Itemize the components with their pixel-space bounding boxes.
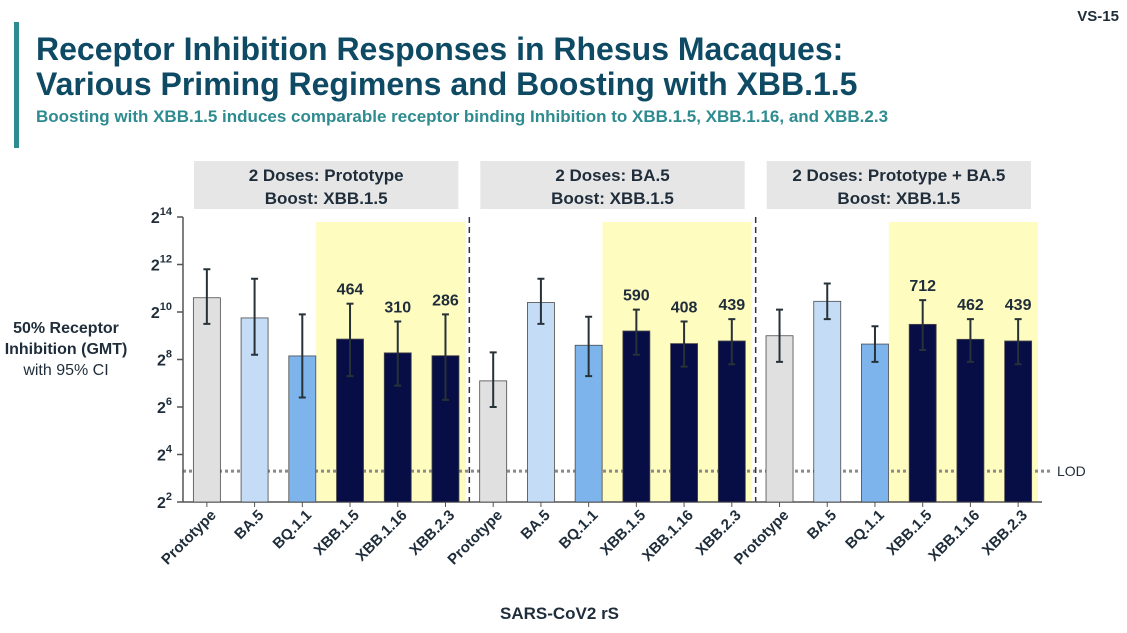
value-label: 590 (623, 288, 650, 305)
group-header-line1: 2 Doses: Prototype + BA.5 (792, 166, 1005, 185)
x-tick-label: BQ.1.1 (842, 507, 888, 553)
group-header-line1: 2 Doses: Prototype (249, 166, 404, 185)
x-tick-label: BA.5 (231, 507, 267, 543)
x-tick-label: BA.5 (518, 507, 554, 543)
value-label: 439 (1005, 297, 1032, 314)
y-tick-label: 210 (151, 301, 172, 322)
subtitle: Boosting with XBB.1.5 induces comparable… (36, 107, 889, 126)
value-label: 408 (671, 300, 698, 317)
title-line-1: Receptor Inhibition Responses in Rhesus … (36, 31, 844, 67)
bar (622, 330, 651, 503)
group-header-line2: Boost: XBB.1.5 (551, 189, 674, 208)
x-tick-label: XBB.2.3 (979, 507, 1031, 559)
x-tick-label: XBB.1.16 (925, 507, 983, 565)
x-tick-label: BA.5 (804, 507, 840, 543)
x-tick-label: BQ.1.1 (556, 507, 602, 553)
bar (908, 323, 937, 503)
value-label: 286 (432, 292, 459, 309)
bar (861, 343, 889, 503)
y-tick-label: 214 (151, 206, 173, 227)
bar (956, 338, 985, 503)
bar (765, 335, 794, 503)
x-tick-label: XBB.1.16 (639, 507, 697, 565)
group-header-line2: Boost: XBB.1.5 (265, 189, 388, 208)
value-label: 310 (384, 300, 411, 317)
x-tick-label: Prototype (158, 507, 220, 569)
y-tick-label: 24 (157, 444, 173, 465)
x-tick-label: BQ.1.1 (270, 507, 316, 553)
y-tick-label: 212 (151, 254, 172, 275)
accent-bar (14, 22, 19, 148)
group-header-line2: Boost: XBB.1.5 (837, 189, 960, 208)
group-header-box (766, 161, 1031, 209)
group-header-box (480, 161, 745, 209)
x-tick-label: XBB.1.16 (353, 507, 411, 565)
x-axis-label: SARS-CoV2 rS (500, 604, 620, 623)
bar (527, 302, 555, 503)
title-line-2: Various Priming Regimens and Boosting wi… (36, 66, 858, 102)
group-header-line1: 2 Doses: BA.5 (555, 166, 669, 185)
page-title: Receptor Inhibition Responses in Rhesus … (36, 32, 857, 102)
y-tick-label: 28 (157, 349, 172, 370)
y-axis-label: 50% Receptor Inhibition (GMT) with 95% C… (2, 318, 130, 381)
value-label: 462 (957, 297, 984, 314)
y-tick-label: 22 (157, 491, 172, 512)
slide-id: VS-15 (1077, 8, 1119, 25)
bar (717, 340, 746, 503)
y-axis-label-main: 50% Receptor Inhibition (GMT) (4, 320, 128, 358)
value-label: 712 (909, 278, 936, 295)
y-axis-label-note: with 95% CI (23, 362, 109, 379)
lod-label: LOD (1057, 463, 1086, 479)
bar (813, 300, 842, 503)
group-header-box (194, 161, 459, 209)
value-label: 464 (337, 282, 364, 299)
y-tick-label: 26 (157, 396, 172, 417)
bar (192, 297, 221, 503)
value-label: 439 (718, 297, 745, 314)
